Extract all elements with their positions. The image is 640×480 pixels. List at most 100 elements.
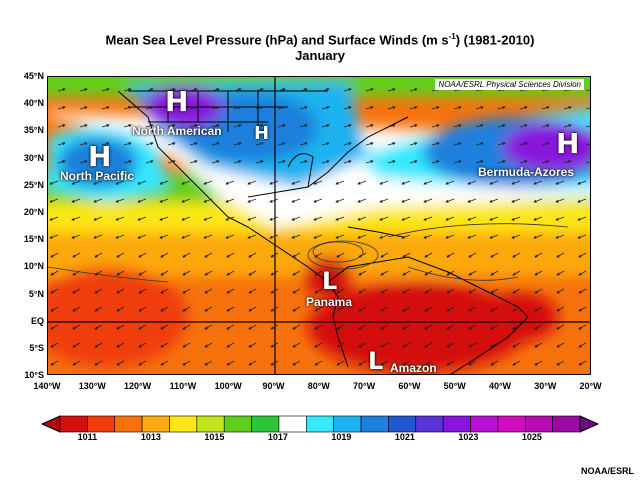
wind-arrow [292,288,301,294]
wind-arrow [269,216,279,221]
wind-arrow [115,198,125,203]
wind-arrow [512,360,521,366]
wind-arrow [226,270,235,276]
wind-arrow [292,306,301,312]
colorbar-swatch [59,415,88,433]
wind-arrow [255,106,264,110]
wind-arrow [343,106,352,110]
wind-arrow [292,342,301,348]
wind-arrow [578,306,587,312]
wind-arrow [72,270,81,276]
wind-arrow [497,124,506,128]
wind-arrow [424,306,433,312]
wind-arrow [101,88,110,92]
wind-arrow [563,124,572,128]
wind-arrow [233,106,242,110]
wind-arrow [321,160,330,164]
wind-arrow [563,142,572,146]
wind-arrow [270,252,279,258]
colorbar-swatch [306,415,334,433]
wind-arrow [445,180,455,185]
wind-arrow [93,234,103,239]
wind-arrow [116,270,125,276]
wind-arrow [72,306,81,312]
wind-arrow [445,198,455,203]
label-north-pacific: North Pacific [60,169,135,183]
wind-arrow [555,198,565,203]
wind-arrow [313,234,323,239]
colorbar-right-arrow [579,415,600,433]
wind-arrow [453,142,462,146]
wind-arrow [50,270,59,276]
wind-arrow [57,106,66,110]
wind-arrow [511,180,521,185]
wind-arrow [336,360,345,366]
wind-arrow [321,142,330,146]
wind-arrow [277,124,286,128]
wind-arrow [534,288,543,294]
wind-arrow [160,252,169,258]
wind-arrow [424,288,433,294]
wind-arrow [468,342,477,348]
lat-tick: 20°N [23,207,44,217]
wind-arrow [181,234,191,239]
wind-arrow [401,234,411,239]
wind-arrow [335,216,345,221]
wind-arrow [534,342,543,348]
wind-arrow [49,216,59,221]
wind-arrow [490,342,499,348]
wind-arrow [563,160,572,164]
label-north-american: North American [132,124,222,138]
wind-arrow [321,88,330,92]
wind-arrow [468,270,477,276]
colorbar-tick: 1019 [331,432,352,442]
colorbar-swatch [442,415,471,433]
wind-arrow [585,161,590,164]
wind-arrow [365,124,374,128]
lon-tick: 20°W [579,381,602,391]
colorbar-swatch [552,415,581,433]
wind-arrow [409,124,418,128]
wind-arrow [512,324,521,330]
wind-arrow [578,252,587,258]
wind-arrow [270,342,279,348]
wind-arrow [512,252,521,258]
wind-arrow [270,360,279,366]
wind-arrow [445,216,455,221]
wind-arrow [116,360,125,366]
wind-arrow [424,342,433,348]
wind-arrow [79,88,88,92]
wind-arrow [248,252,257,258]
wind-arrow [556,306,565,312]
wind-arrow [379,180,389,185]
wind-arrow [189,106,198,110]
wind-arrow [490,306,499,312]
wind-arrow [50,324,59,330]
wind-arrow [365,88,374,92]
wind-arrow [79,124,88,128]
wind-arrow [314,252,323,258]
wind-arrow [490,252,499,258]
wind-arrow [50,306,59,312]
wind-arrow [358,342,367,348]
wind-arrow [431,142,440,146]
wind-arrow [556,288,565,294]
wind-arrow [115,216,125,221]
wind-arrow [512,306,521,312]
wind-arrow [277,160,286,164]
wind-arrow [138,288,147,294]
wind-arrow [94,342,103,348]
wind-arrow [357,216,367,221]
wind-arrow [453,160,462,164]
wind-arrow [291,198,301,203]
wind-arrow [72,252,81,258]
colorbar-left-arrow [40,415,61,433]
wind-arrow [116,288,125,294]
wind-arrow [541,106,550,110]
wind-arrow [50,288,59,294]
wind-arrow [519,106,528,110]
wind-arrow [292,324,301,330]
wind-arrow [555,180,565,185]
colorbar-swatch [251,415,280,433]
wind-arrow [270,324,279,330]
